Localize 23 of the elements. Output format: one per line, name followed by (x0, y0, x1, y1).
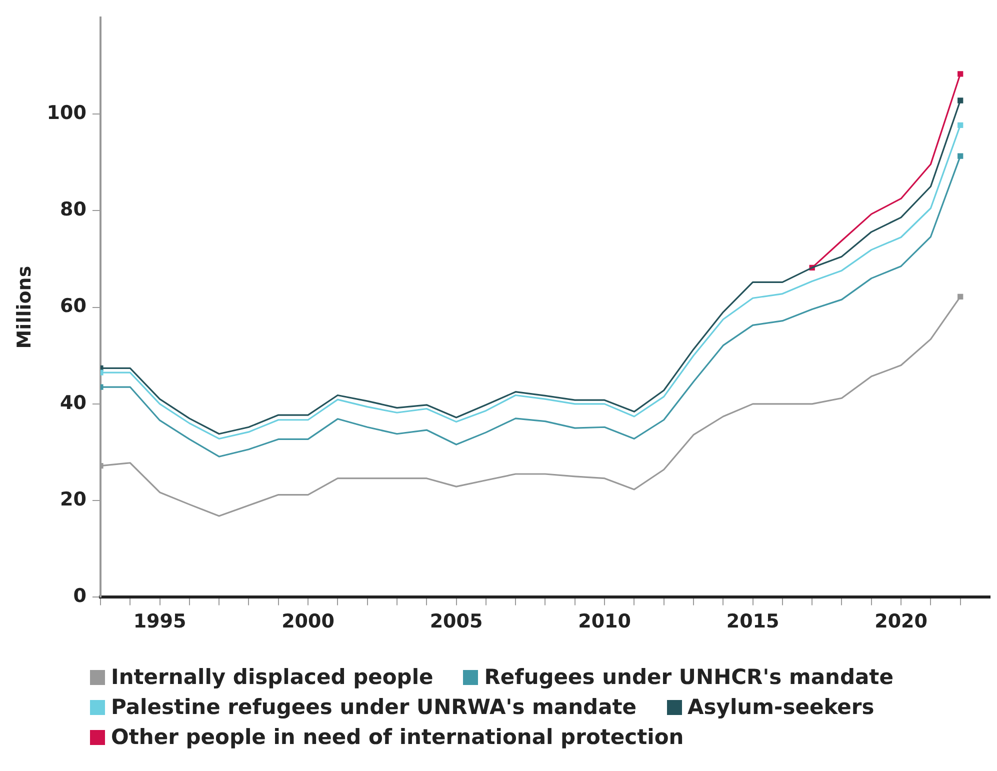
x-tick-label: 2005 (430, 610, 483, 633)
point (958, 71, 964, 77)
point (958, 98, 964, 104)
x-tick-label: 2015 (726, 610, 780, 633)
legend-label: Other people in need of international protection (111, 725, 684, 749)
point (958, 122, 964, 128)
x-tick-label: 2000 (282, 610, 334, 633)
y-tick-label: 80 (60, 198, 86, 221)
x-tick-label: 1995 (133, 610, 186, 633)
point (958, 153, 964, 159)
y-tick-label: 40 (60, 392, 86, 414)
x-tick-label: 2020 (874, 610, 928, 633)
y-tick-label: 100 (46, 102, 86, 124)
legend-label: Internally displaced people (111, 665, 434, 689)
legend-label: Palestine refugees under UNRWA's mandate (111, 695, 637, 719)
legend-label: Refugees under UNHCR's mandate (484, 665, 894, 689)
x-tick-label: 2010 (578, 610, 631, 633)
y-tick-label: 60 (60, 295, 86, 318)
y-tick-label: 20 (60, 488, 86, 511)
y-tick-label: 0 (73, 585, 86, 608)
y-axis-title: Millions (13, 266, 36, 349)
legend-label: Asylum-seekers (688, 695, 874, 719)
point (958, 294, 964, 300)
